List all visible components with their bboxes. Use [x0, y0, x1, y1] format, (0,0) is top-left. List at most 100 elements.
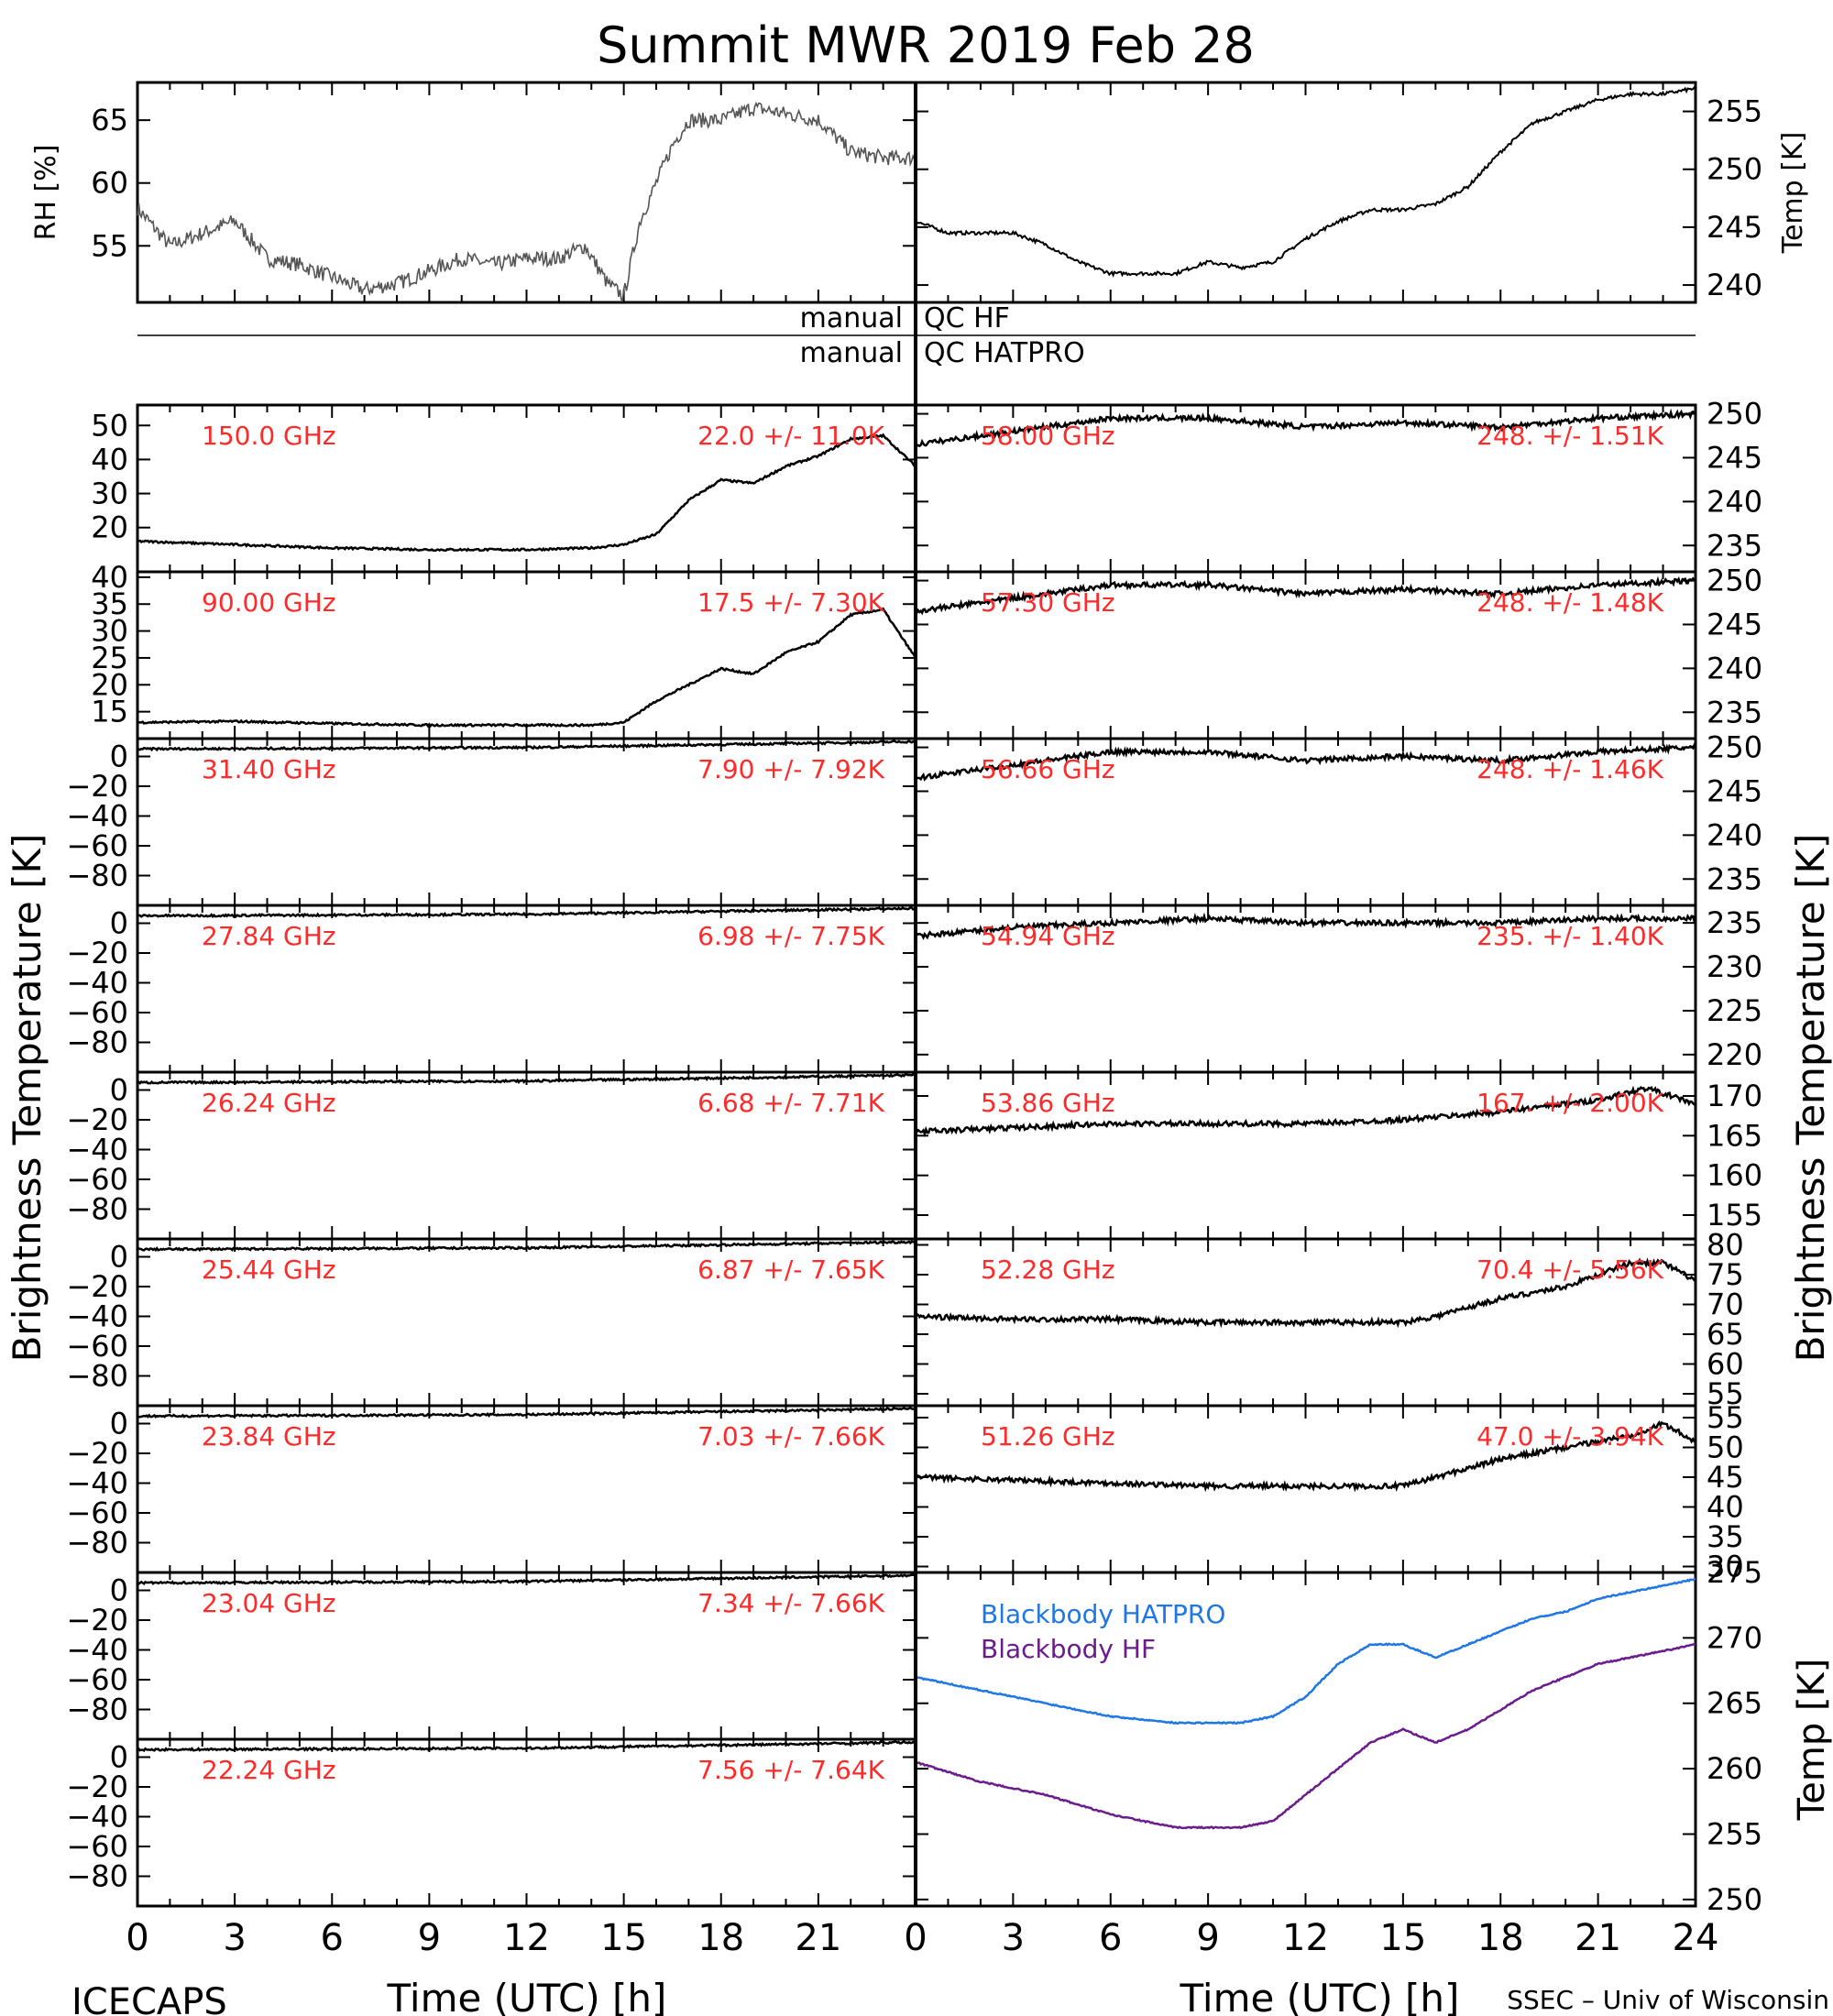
channel-frequency-label: 150.0 GHz — [202, 421, 336, 451]
right-channel-panel-ytick-label: 30 — [1707, 1550, 1744, 1584]
qc-strip: manual QC HF manual QC HATPRO — [137, 302, 1696, 403]
right-channel-trace — [915, 912, 1697, 940]
left-channel-panel-ytick-label: −80 — [66, 859, 128, 893]
footer-left: ICECAPS — [71, 1981, 227, 2016]
channel-stats-label: 7.56 +/- 7.64K — [697, 1755, 884, 1785]
left-channel-panel-ytick-label: −60 — [66, 1496, 128, 1530]
channel-stats-label: 47.0 +/- 3.94K — [1476, 1421, 1663, 1452]
left-channel-panel-ytick-label: −40 — [66, 1466, 128, 1501]
qc-hatpro-right-label: QC HATPRO — [924, 337, 1085, 369]
left-channel-panel-ytick-label: −80 — [66, 1859, 128, 1894]
left-channel-panel-ytick-label: −40 — [66, 1633, 128, 1668]
right-channel-panel-ytick-label: 245 — [1707, 773, 1762, 808]
left-channel-panel-ytick-label: −60 — [66, 1162, 128, 1197]
left-channel-panel: 0−20−40−60−80 23.04 GHz 7.34 +/- 7.66K — [66, 1571, 917, 1741]
left-x-tick-label: 18 — [697, 1917, 744, 1959]
left-channel-trace — [137, 1407, 916, 1419]
right-channel-panel-ytick-label: 35 — [1707, 1519, 1744, 1554]
left-channel-panel-ytick-label: −80 — [66, 1025, 128, 1060]
channel-stats-label: 6.98 +/- 7.75K — [697, 921, 884, 951]
left-channel-panel-ytick-label: −80 — [66, 1526, 128, 1561]
right-channel-trace — [915, 1257, 1696, 1329]
blackbody-hf-line — [915, 1642, 1696, 1830]
left-channel-panel-ytick-label: −20 — [66, 769, 128, 804]
channel-frequency-label: 25.44 GHz — [202, 1255, 336, 1285]
left-channel-panel-ytick-label: −80 — [66, 1359, 128, 1394]
blackbody-panel-ytick-label: 265 — [1707, 1686, 1762, 1721]
channel-frequency-label: 26.24 GHz — [202, 1088, 336, 1118]
left-channel-panel-ytick-label: 30 — [91, 477, 128, 511]
channel-stats-label: 248. +/- 1.51K — [1476, 421, 1663, 451]
figure-title: Summit MWR 2019 Feb 28 — [597, 16, 1255, 74]
left-x-axis-title: Time (UTC) [h] — [387, 1976, 667, 2016]
left-channel-panel-ytick-label: 40 — [91, 442, 128, 477]
left-axis-title: Brightness Temperature [K] — [5, 834, 49, 1363]
right-x-axis-title: Time (UTC) [h] — [1180, 1976, 1460, 2016]
left-channel-panel-ytick-label: −40 — [66, 799, 128, 834]
right-channel-panel-ytick-label: 235 — [1707, 695, 1762, 729]
right-x-tick-label: 0 — [904, 1917, 927, 1959]
left-channel-panel-ytick-label: 40 — [91, 560, 128, 595]
right-channel-panel-ytick-label: 45 — [1707, 1460, 1744, 1495]
left-x-tick-label: 21 — [795, 1917, 841, 1959]
right-channel-trace — [915, 1419, 1697, 1493]
channel-frequency-label: 52.28 GHz — [981, 1255, 1115, 1285]
right-channel-panel-ytick-label: 155 — [1707, 1198, 1762, 1233]
channel-stats-label: 7.34 +/- 7.66K — [697, 1588, 884, 1618]
left-channel-panel-ytick-label: −20 — [66, 936, 128, 970]
channel-frequency-label: 54.94 GHz — [981, 921, 1115, 951]
left-channel-panel-ytick-label: −20 — [66, 1603, 128, 1638]
left-channel-panel-ytick-label: 25 — [91, 641, 128, 675]
left-channel-panel-ytick-label: 30 — [91, 614, 128, 649]
channel-stats-label: 7.90 +/- 7.92K — [697, 754, 884, 784]
left-channel-trace — [137, 1072, 916, 1086]
right-channel-panel-ytick-label: 235 — [1707, 861, 1762, 896]
left-x-tick-label: 3 — [223, 1917, 246, 1959]
channel-stats-label: 6.68 +/- 7.71K — [697, 1088, 884, 1118]
channel-frequency-label: 90.00 GHz — [202, 587, 336, 618]
right-channel-panel-ytick-label: 220 — [1707, 1037, 1762, 1072]
channel-frequency-label: 23.84 GHz — [202, 1421, 336, 1452]
rh-panel-ytick-label: 55 — [91, 228, 128, 263]
right-channel-panel-ytick-label: 40 — [1707, 1490, 1744, 1525]
rh-panel-ytick-label: 65 — [91, 103, 128, 137]
left-channel-panel-ytick-label: −20 — [66, 1269, 128, 1304]
rh-series — [137, 101, 916, 303]
channel-stats-label: 235. +/- 1.40K — [1476, 921, 1663, 951]
right-channel-panel-ytick-label: 240 — [1707, 817, 1762, 852]
left-channel-trace — [137, 607, 917, 729]
right-x-tick-label: 24 — [1673, 1917, 1719, 1959]
blackbody-panel-ytick-label: 260 — [1707, 1751, 1762, 1786]
blackbody-panel-ytick-label: 255 — [1707, 1816, 1762, 1851]
left-channel-panel-ytick-label: 20 — [91, 510, 128, 545]
left-channel-panel: 0−20−40−60−80 31.40 GHz 7.90 +/- 7.92K — [66, 737, 917, 907]
right-x-tick-label: 6 — [1099, 1917, 1122, 1959]
left-channel-panel-ytick-label: −80 — [66, 1192, 128, 1227]
left-channel-panel-ytick-label: −60 — [66, 1829, 128, 1864]
channel-frequency-label: 58.00 GHz — [981, 421, 1115, 451]
channel-frequency-label: 51.26 GHz — [981, 1421, 1115, 1452]
left-channel-panel-ytick-label: 0 — [110, 1407, 128, 1441]
left-x-tick-label: 15 — [600, 1917, 647, 1959]
right-channel-panel-ytick-label: 170 — [1707, 1079, 1762, 1113]
channel-stats-label: 22.0 +/- 11.0K — [697, 421, 884, 451]
left-channel-panel-ytick-label: 0 — [110, 1240, 128, 1275]
right-channel-panel-ytick-label: 240 — [1707, 651, 1762, 685]
blackbody-hatpro-line — [915, 1578, 1696, 1726]
right-channel-panel-ytick-label: 245 — [1707, 440, 1762, 475]
blackbody-panel-ytick-label: 275 — [1707, 1555, 1762, 1590]
right-channel-panel-ytick-label: 55 — [1707, 1400, 1744, 1435]
right-channel-panel-ytick-label: 50 — [1707, 1430, 1744, 1465]
left-channel-panel-ytick-label: −20 — [66, 1102, 128, 1137]
right-channel-panel-ytick-label: 225 — [1707, 993, 1762, 1028]
rh-panel-ytick-label: 60 — [91, 166, 128, 201]
left-channel-panel-ytick-label: −40 — [66, 966, 128, 1001]
left-channel-trace — [137, 905, 916, 919]
channel-stats-label: 17.5 +/- 7.30K — [697, 587, 884, 618]
right-channel-trace — [914, 1085, 1696, 1138]
left-channel-panel-ytick-label: −80 — [66, 1693, 128, 1727]
left-channel-trace — [136, 1573, 916, 1585]
